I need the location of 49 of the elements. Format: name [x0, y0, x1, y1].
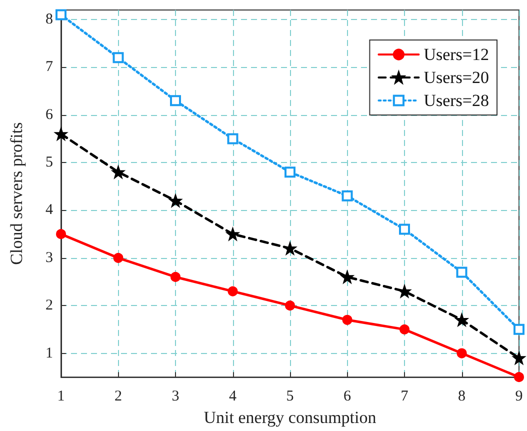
point: [514, 324, 524, 335]
point: [228, 286, 238, 296]
y-tick-label: 2: [46, 298, 53, 314]
point: [56, 9, 66, 20]
point: [514, 372, 524, 382]
legend-label: Users=20: [424, 68, 490, 87]
point: [284, 242, 296, 255]
point: [456, 348, 467, 358]
point: [285, 300, 295, 311]
point: [399, 224, 410, 235]
x-tick-label: 5: [286, 388, 294, 405]
x-tick-label: 7: [400, 388, 409, 405]
x-tick-label: 9: [515, 388, 523, 405]
x-tick-label: 2: [114, 388, 122, 405]
point: [170, 272, 180, 282]
legend-label: Users=28: [424, 91, 490, 110]
x-tick-label: 3: [172, 388, 180, 405]
point: [112, 52, 124, 64]
y-tick-label: 3: [46, 250, 53, 266]
y-tick-label: 7: [46, 59, 54, 76]
legend-label: Users=12: [424, 45, 490, 64]
y-tick-label: 4: [46, 202, 54, 218]
x-tick-label: 8: [458, 388, 466, 405]
x-tick-label: 4: [229, 388, 237, 405]
y-axis-title: Cloud servers profits: [7, 122, 26, 265]
y-tick-label: 5: [46, 154, 53, 171]
point: [400, 324, 410, 334]
point: [56, 229, 66, 240]
point: [456, 266, 468, 278]
point: [170, 95, 181, 106]
point: [169, 194, 182, 208]
point: [340, 270, 354, 284]
point: [113, 252, 124, 263]
point: [227, 133, 238, 144]
y-tick-label: 8: [46, 12, 53, 28]
point: [342, 190, 353, 202]
x-axis-title: Unit energy consumption: [204, 408, 377, 427]
point: [54, 127, 68, 140]
point: [398, 284, 411, 298]
y-tick-label: 6: [46, 106, 54, 123]
point: [455, 313, 468, 326]
point: [284, 166, 296, 178]
point: [112, 166, 125, 179]
point: [512, 352, 526, 365]
x-tick-label: 1: [57, 388, 65, 405]
point: [342, 314, 352, 325]
x-tick-label: 6: [344, 388, 352, 405]
y-tick-label: 1: [46, 345, 53, 362]
point: [226, 228, 240, 241]
